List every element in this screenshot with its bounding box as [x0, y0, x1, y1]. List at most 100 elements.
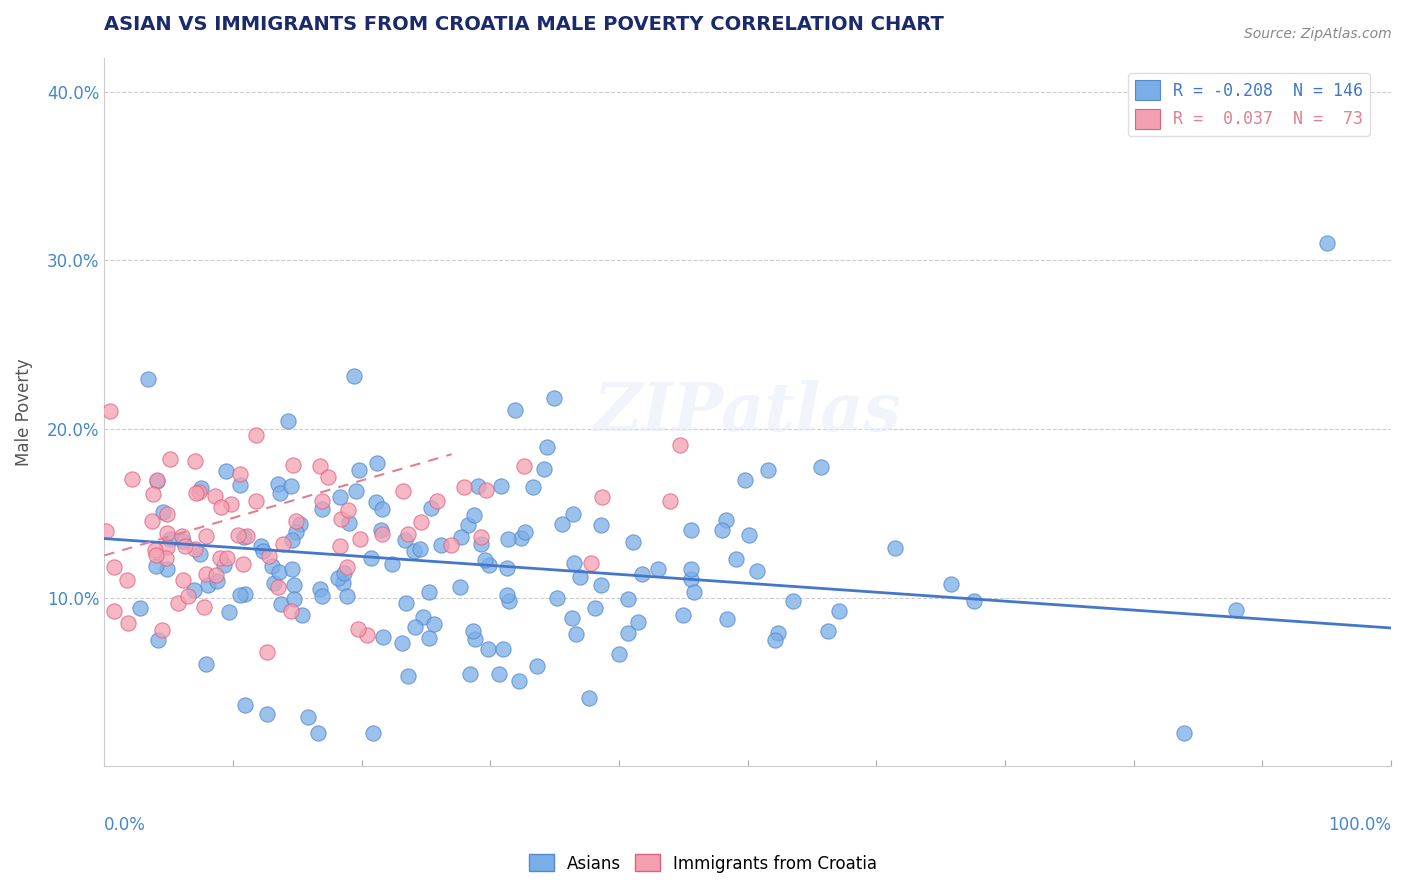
Immigrants from Croatia: [145, 543, 167, 558]
Immigrants from Croatia: [177, 589, 200, 603]
Immigrants from Croatia: [170, 529, 193, 543]
Asians: [280, 562, 302, 576]
Asians: [766, 626, 789, 640]
Asians: [724, 551, 747, 566]
Asians: [218, 605, 240, 619]
Asians: [418, 631, 440, 645]
Asians: [195, 657, 218, 671]
Immigrants from Croatia: [232, 557, 254, 571]
Asians: [561, 507, 583, 521]
Immigrants from Croatia: [513, 458, 536, 473]
Asians: [477, 642, 499, 657]
Immigrants from Croatia: [174, 539, 197, 553]
Text: ASIAN VS IMMIGRANTS FROM CROATIA MALE POVERTY CORRELATION CHART: ASIAN VS IMMIGRANTS FROM CROATIA MALE PO…: [104, 15, 943, 34]
Asians: [418, 584, 440, 599]
Asians: [371, 502, 394, 516]
Y-axis label: Male Poverty: Male Poverty: [15, 359, 32, 466]
Asians: [591, 518, 613, 533]
Immigrants from Croatia: [267, 581, 290, 595]
Asians: [510, 531, 533, 545]
Immigrants from Croatia: [204, 567, 226, 582]
Asians: [347, 463, 370, 477]
Immigrants from Croatia: [453, 480, 475, 494]
Asians: [817, 624, 839, 639]
Asians: [337, 516, 360, 531]
Asians: [233, 698, 256, 713]
Asians: [765, 632, 787, 647]
Asians: [260, 559, 283, 574]
Asians: [423, 616, 446, 631]
Immigrants from Croatia: [245, 493, 267, 508]
Immigrants from Croatia: [591, 490, 613, 504]
Immigrants from Croatia: [184, 541, 207, 556]
Asians: [621, 534, 644, 549]
Asians: [212, 558, 235, 572]
Asians: [627, 615, 650, 629]
Immigrants from Croatia: [152, 624, 174, 638]
Asians: [215, 464, 238, 478]
Asians: [250, 539, 273, 553]
Immigrants from Croatia: [103, 604, 125, 618]
Asians: [159, 532, 181, 546]
Legend: Asians, Immigrants from Croatia: Asians, Immigrants from Croatia: [522, 847, 884, 880]
Asians: [336, 589, 359, 603]
Immigrants from Croatia: [346, 622, 368, 636]
Asians: [463, 508, 485, 522]
Asians: [828, 604, 851, 618]
Immigrants from Croatia: [145, 473, 167, 487]
Immigrants from Croatia: [283, 458, 305, 472]
Immigrants from Croatia: [194, 567, 217, 582]
Immigrants from Croatia: [311, 494, 333, 508]
Immigrants from Croatia: [117, 615, 139, 630]
Asians: [344, 484, 367, 499]
Asians: [412, 609, 434, 624]
Text: 0.0%: 0.0%: [104, 816, 146, 834]
Asians: [450, 531, 472, 545]
Asians: [371, 630, 394, 644]
Asians: [498, 594, 520, 608]
Asians: [1225, 603, 1247, 617]
Asians: [578, 691, 600, 706]
Asians: [391, 636, 413, 650]
Asians: [461, 624, 484, 638]
Immigrants from Croatia: [285, 514, 308, 528]
Asians: [647, 562, 669, 576]
Immigrants from Croatia: [188, 484, 211, 499]
Asians: [617, 625, 640, 640]
Asians: [513, 525, 536, 540]
Asians: [683, 584, 706, 599]
Immigrants from Croatia: [172, 573, 194, 587]
Asians: [734, 473, 756, 487]
Asians: [381, 557, 404, 571]
Asians: [152, 506, 174, 520]
Legend: R = -0.208  N = 146, R =  0.037  N =  73: R = -0.208 N = 146, R = 0.037 N = 73: [1128, 73, 1369, 136]
Asians: [457, 517, 479, 532]
Asians: [449, 580, 471, 594]
Immigrants from Croatia: [226, 528, 249, 542]
Asians: [533, 462, 555, 476]
Asians: [307, 725, 329, 739]
Asians: [396, 668, 419, 682]
Asians: [366, 456, 388, 470]
Asians: [526, 659, 548, 673]
Immigrants from Croatia: [228, 467, 250, 482]
Immigrants from Croatia: [440, 538, 463, 552]
Asians: [370, 523, 392, 537]
Asians: [550, 517, 572, 532]
Immigrants from Croatia: [184, 486, 207, 500]
Immigrants from Croatia: [184, 454, 207, 468]
Asians: [269, 486, 291, 500]
Asians: [467, 479, 489, 493]
Asians: [782, 594, 804, 608]
Immigrants from Croatia: [257, 549, 280, 563]
Asians: [564, 556, 586, 570]
Asians: [420, 501, 443, 516]
Asians: [364, 495, 387, 509]
Immigrants from Croatia: [349, 532, 371, 546]
Asians: [474, 552, 496, 566]
Asians: [136, 371, 159, 385]
Asians: [332, 576, 354, 591]
Asians: [711, 523, 734, 537]
Asians: [489, 479, 512, 493]
Immigrants from Croatia: [475, 483, 498, 498]
